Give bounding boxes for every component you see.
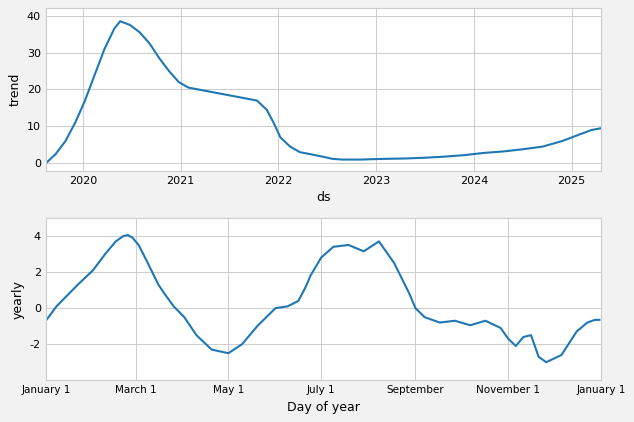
X-axis label: ds: ds xyxy=(316,191,331,204)
Y-axis label: yearly: yearly xyxy=(11,280,24,319)
Y-axis label: trend: trend xyxy=(8,73,22,106)
X-axis label: Day of year: Day of year xyxy=(287,400,360,414)
